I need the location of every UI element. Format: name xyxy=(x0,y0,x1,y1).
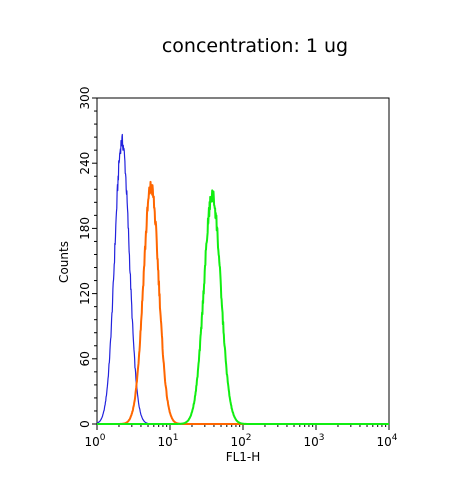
plot-frame xyxy=(96,97,390,425)
x-axis: 100 101 102 103 104 xyxy=(84,424,398,449)
series-layer xyxy=(96,133,390,425)
y-tick-label: 120 xyxy=(78,282,92,305)
y-tick-label: 240 xyxy=(78,152,92,175)
y-tick-label: 180 xyxy=(78,217,92,240)
x-tick-label: 104 xyxy=(376,433,397,449)
series-line-1 xyxy=(96,133,390,425)
y-tick-label: 60 xyxy=(78,351,92,366)
x-tick-label: 100 xyxy=(84,433,105,449)
x-axis-label: FL1-H xyxy=(226,450,261,464)
x-tick-label: 101 xyxy=(157,433,178,449)
y-tick-label: 0 xyxy=(78,420,92,428)
chart-title: concentration: 1 ug xyxy=(162,35,348,57)
y-tick-label: 300 xyxy=(78,87,92,110)
series-line-3 xyxy=(96,189,390,425)
x-tick-label: 103 xyxy=(303,433,324,449)
y-axis-label: Counts xyxy=(57,241,71,283)
y-axis: 0 60 120 180 240 300 xyxy=(78,87,97,428)
series-line-2 xyxy=(96,180,390,425)
plot-area: 0 60 120 180 240 300 100 101 102 103 104 xyxy=(78,87,398,449)
x-tick-label: 102 xyxy=(230,433,251,449)
